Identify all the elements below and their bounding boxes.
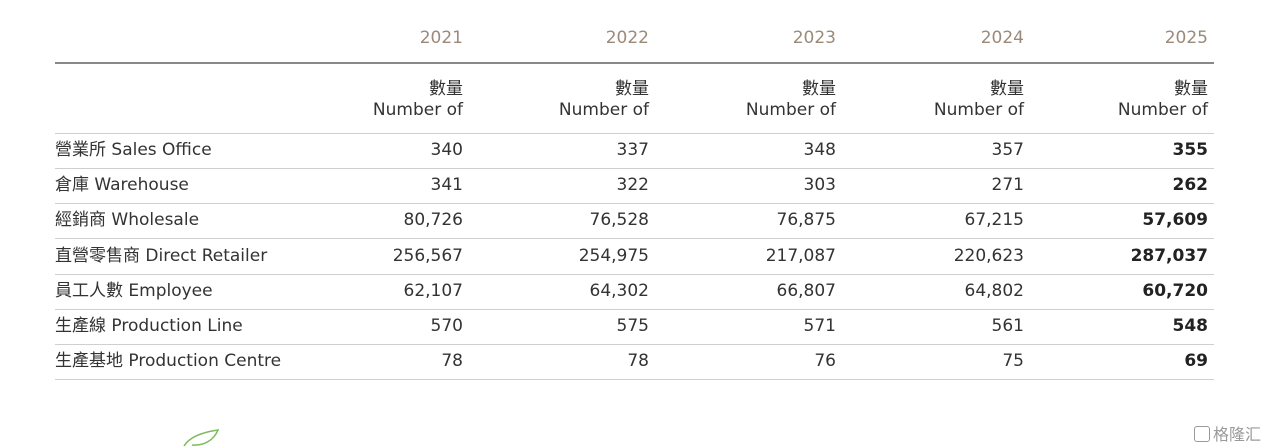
cell-value: 62,107 bbox=[403, 280, 463, 301]
cell-value: 571 bbox=[803, 316, 836, 336]
row-label: 生產線 Production Line bbox=[55, 316, 243, 336]
cell-value: 57,609 bbox=[1142, 210, 1208, 231]
header-rule bbox=[55, 62, 1214, 64]
cell-value: 287,037 bbox=[1130, 245, 1208, 266]
row-label: 生產基地 Production Centre bbox=[55, 351, 282, 372]
cell-value: 66,807 bbox=[776, 280, 836, 301]
cell-value: 254,975 bbox=[578, 245, 649, 266]
cell-value: 575 bbox=[616, 316, 649, 336]
cell-value: 69 bbox=[1184, 351, 1208, 372]
cell-value: 322 bbox=[616, 175, 649, 196]
year-header: 2025 bbox=[1164, 28, 1208, 48]
cell-value: 64,802 bbox=[964, 280, 1024, 301]
cell-value: 76,528 bbox=[589, 210, 649, 231]
row-label: 員工人數 Employee bbox=[55, 280, 213, 301]
cell-value: 76,875 bbox=[776, 210, 836, 231]
cell-value: 75 bbox=[1002, 351, 1024, 372]
cell-value: 78 bbox=[627, 351, 649, 372]
unit-en: Number of bbox=[372, 100, 463, 120]
cell-value: 570 bbox=[430, 316, 463, 336]
cell-value: 220,623 bbox=[953, 245, 1024, 266]
row-label: 倉庫 Warehouse bbox=[55, 175, 189, 196]
unit-en: Number of bbox=[745, 100, 836, 120]
cell-value: 67,215 bbox=[964, 210, 1024, 231]
cell-value: 348 bbox=[803, 140, 836, 160]
row-rule bbox=[55, 273, 1214, 275]
cell-value: 357 bbox=[991, 140, 1024, 160]
subheader-rule bbox=[55, 133, 1214, 134]
cell-value: 256,567 bbox=[392, 245, 463, 266]
leaf-icon bbox=[183, 429, 220, 447]
year-header: 2024 bbox=[980, 28, 1024, 48]
cell-value: 78 bbox=[441, 351, 463, 372]
cell-value: 561 bbox=[991, 316, 1024, 336]
cell-value: 80,726 bbox=[403, 210, 463, 231]
cell-value: 217,087 bbox=[765, 245, 836, 266]
year-header: 2021 bbox=[419, 28, 463, 48]
row-rule bbox=[55, 344, 1214, 345]
cell-value: 355 bbox=[1172, 140, 1209, 160]
unit-en: Number of bbox=[933, 100, 1024, 120]
unit-zh: 數量 bbox=[1174, 79, 1208, 99]
watermark: 格隆汇 bbox=[1193, 421, 1261, 445]
row-label: 直營零售商 Direct Retailer bbox=[55, 245, 268, 266]
unit-zh: 數量 bbox=[802, 79, 836, 99]
row-rule bbox=[55, 308, 1214, 310]
cell-value: 548 bbox=[1172, 316, 1209, 336]
row-rule bbox=[55, 238, 1214, 240]
row-rule bbox=[55, 379, 1214, 381]
unit-zh: 數量 bbox=[429, 79, 463, 99]
year-header: 2022 bbox=[605, 28, 649, 48]
cell-value: 262 bbox=[1172, 175, 1209, 196]
row-rule bbox=[55, 168, 1214, 169]
cell-value: 271 bbox=[991, 175, 1024, 196]
cell-value: 337 bbox=[616, 140, 649, 160]
cell-value: 60,720 bbox=[1142, 280, 1208, 301]
cell-value: 341 bbox=[430, 175, 463, 196]
row-rule bbox=[55, 203, 1214, 205]
year-header: 2023 bbox=[792, 28, 836, 48]
watermark-icon bbox=[1193, 426, 1210, 442]
unit-zh: 數量 bbox=[990, 79, 1024, 99]
watermark-text: 格隆汇 bbox=[1212, 425, 1261, 444]
row-label: 營業所 Sales Office bbox=[55, 140, 212, 160]
cell-value: 303 bbox=[803, 175, 836, 196]
unit-en: Number of bbox=[558, 100, 649, 120]
unit-en: Number of bbox=[1117, 100, 1208, 120]
cell-value: 76 bbox=[814, 351, 836, 372]
cell-value: 340 bbox=[430, 140, 463, 160]
row-label: 經銷商 Wholesale bbox=[55, 210, 200, 231]
unit-zh: 數量 bbox=[615, 79, 649, 99]
cell-value: 64,302 bbox=[589, 280, 649, 301]
